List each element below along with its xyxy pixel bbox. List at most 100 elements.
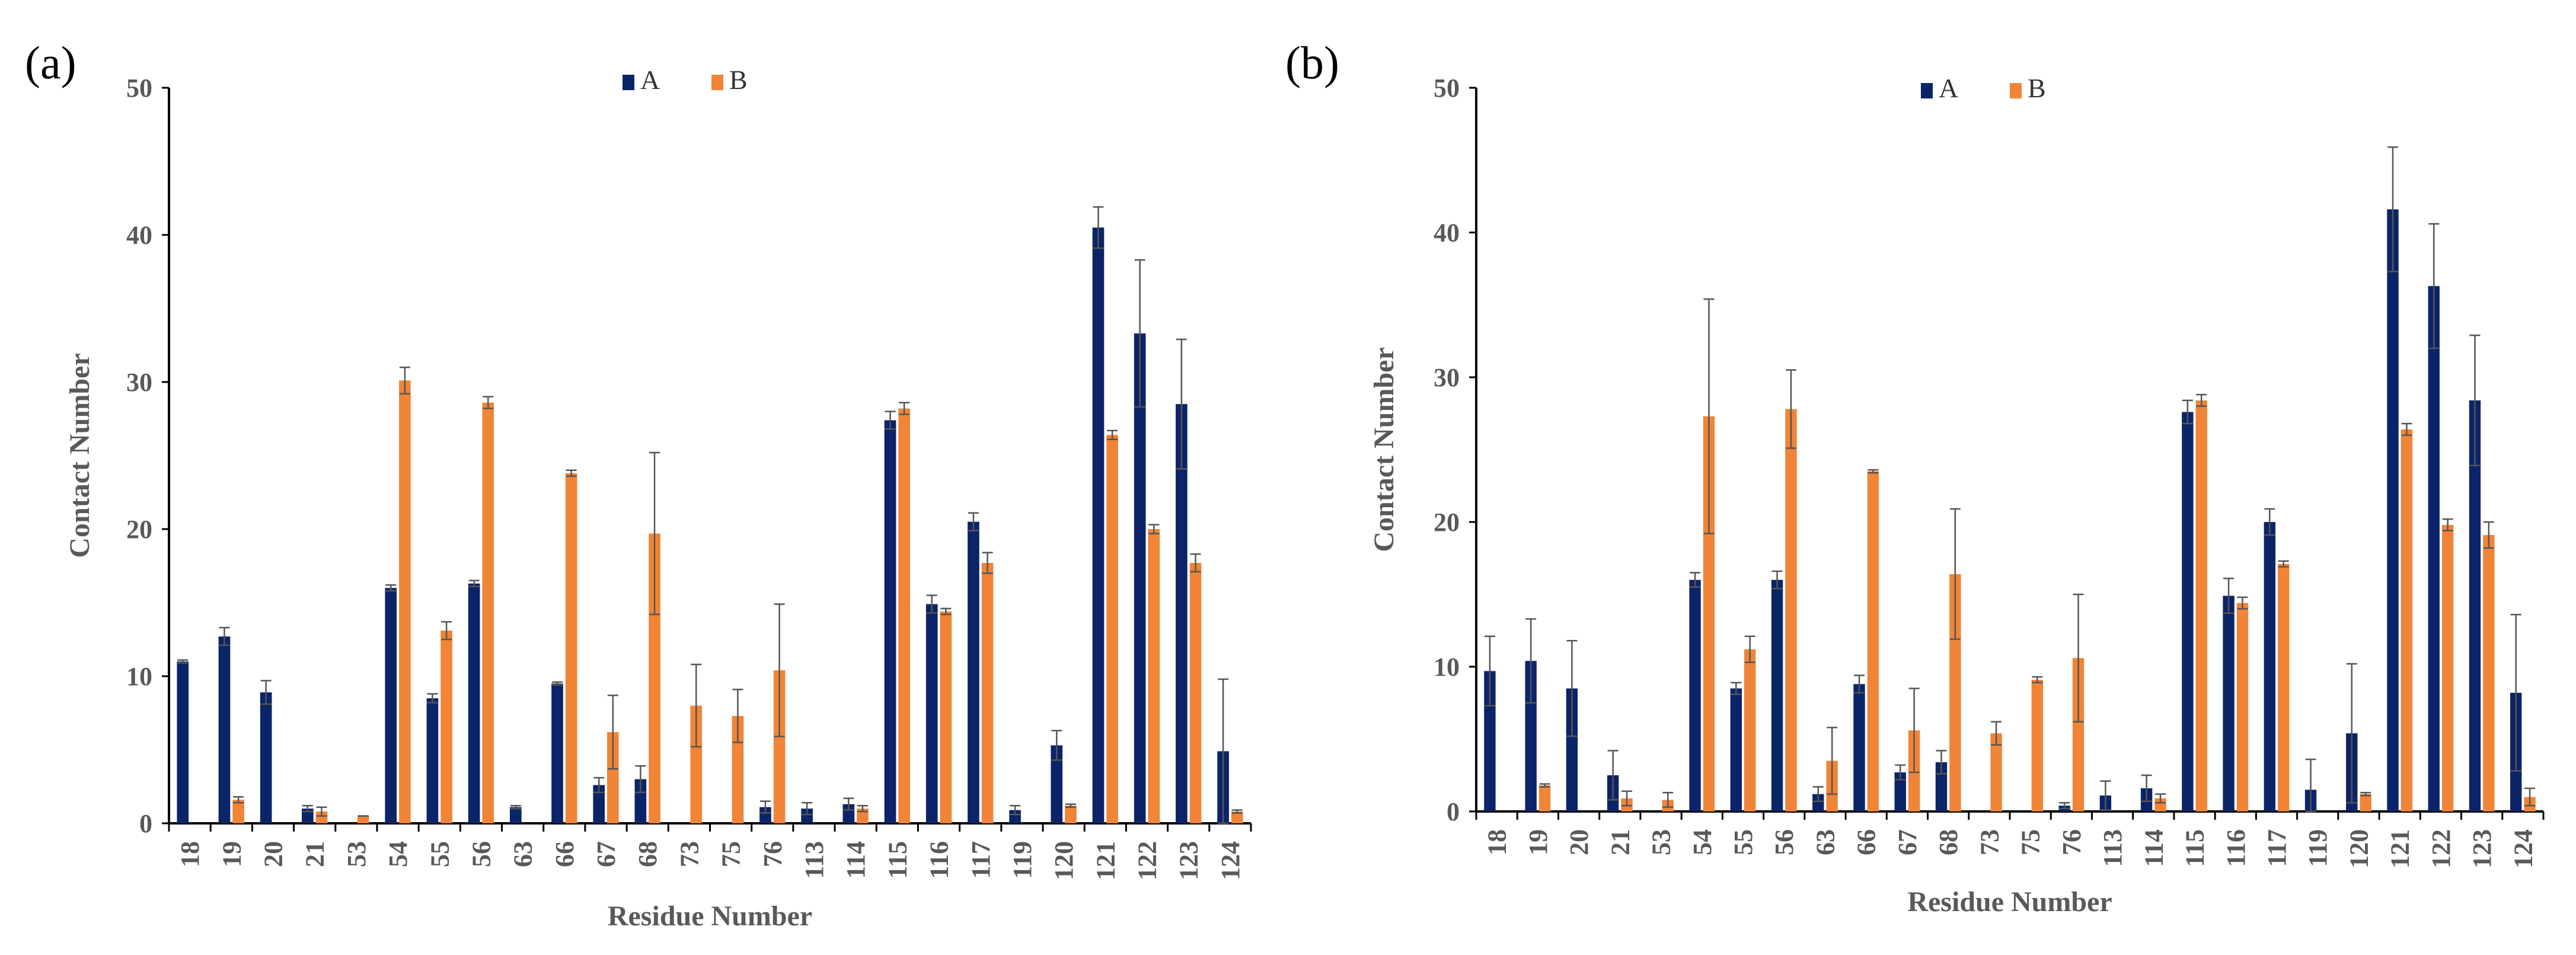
x-tick-label: 124 [2508,829,2537,868]
x-tick-label: 55 [1729,829,1758,855]
x-tick-label: 120 [2344,829,2373,868]
bar-B-114 [2154,798,2166,811]
x-tick-label: 21 [301,841,330,867]
bar-B-115 [2195,400,2207,811]
legend-label-A: A [1939,73,1958,103]
bar-A-68 [634,779,647,823]
bar-A-117 [2264,522,2275,811]
bar-A-114 [842,804,855,823]
bar-B-66 [1867,471,1879,811]
bar-A-116 [925,604,938,823]
panel-label: (b) [1285,37,1339,88]
bar-A-55 [1730,688,1742,811]
x-tick-label: 123 [1174,841,1204,880]
bar-A-123 [2469,400,2481,811]
bar-B-54 [1703,416,1715,811]
bar-A-54 [385,588,397,823]
bar-A-19 [218,636,231,823]
x-tick-label: 119 [1008,841,1037,879]
x-tick-label: 18 [175,841,205,867]
x-tick-label: 120 [1049,841,1078,880]
bar-A-120 [1051,745,1063,823]
x-tick-label: 116 [2221,829,2251,867]
legend-label-B: B [2028,73,2046,103]
x-tick-label: 113 [800,841,829,879]
x-tick-label: 20 [258,841,288,867]
bar-A-66 [551,683,563,823]
x-axis-title: Residue Number [608,900,812,932]
bar-B-68 [1949,574,1961,811]
x-tick-label: 66 [1852,829,1881,855]
bar-A-20 [260,692,272,823]
bar-B-67 [607,732,619,823]
x-tick-label: 76 [758,841,787,867]
x-tick-label: 122 [1133,841,1162,880]
x-tick-label: 75 [717,841,746,867]
y-tick-label: 10 [126,662,152,691]
y-tick-label: 30 [126,368,152,397]
bar-B-76 [773,670,786,823]
legend-swatch-A [1921,83,1933,98]
bar-B-73 [690,705,703,823]
x-tick-label: 116 [925,841,954,879]
y-axis-title: Contact Number [1368,347,1400,552]
bar-A-20 [1566,688,1578,811]
x-tick-label: 68 [1934,829,1963,855]
bar-A-117 [968,521,979,823]
bar-B-116 [2236,603,2249,811]
bar-B-75 [2031,679,2043,811]
bar-B-66 [565,473,577,823]
bar-A-19 [1525,661,1537,811]
x-tick-label: 53 [342,841,371,867]
x-tick-label: 67 [592,841,621,867]
x-tick-label: 73 [1975,829,2004,855]
x-tick-label: 117 [2262,829,2291,867]
bar-B-56 [1785,409,1797,811]
bar-B-122 [1148,529,1160,823]
bar-B-124 [1231,811,1243,823]
bar-B-117 [981,563,994,823]
bar-B-53 [357,816,369,823]
bar-A-121 [1092,227,1105,824]
x-axis-title: Residue Number [1907,886,2112,918]
x-tick-label: 67 [1893,829,1922,855]
x-tick-label: 115 [2181,829,2210,867]
bar-A-54 [1689,580,1701,811]
bar-A-122 [1134,333,1146,823]
legend-swatch-A [623,75,634,90]
bar-B-117 [2278,564,2290,811]
legend-swatch-B [2010,83,2022,98]
legend-swatch-B [711,75,723,90]
bar-B-73 [1990,733,2002,811]
x-tick-label: 119 [2303,829,2332,867]
bar-A-115 [884,420,896,823]
x-tick-label: 21 [1605,829,1635,855]
x-tick-label: 56 [1770,829,1799,855]
x-tick-label: 66 [550,841,579,867]
bar-B-19 [232,800,244,823]
x-tick-label: 121 [1091,841,1120,880]
bar-B-121 [1106,435,1118,823]
bar-A-76 [759,807,771,823]
x-tick-label: 76 [2057,829,2086,855]
bar-A-63 [509,807,522,823]
bar-B-122 [2441,524,2454,811]
bar-A-123 [1176,404,1188,823]
bar-A-56 [1771,580,1783,811]
x-tick-label: 113 [2098,829,2127,867]
bar-B-21 [315,811,328,823]
x-tick-label: 56 [467,841,496,867]
bar-B-120 [1065,806,1077,823]
bar-A-119 [1009,810,1021,823]
bar-B-55 [440,631,452,823]
bar-A-56 [468,583,480,823]
bar-B-19 [1538,785,1551,811]
y-axis-title: Contact Number [64,353,95,558]
y-tick-label: 30 [1434,363,1460,392]
bar-A-18 [177,661,189,823]
